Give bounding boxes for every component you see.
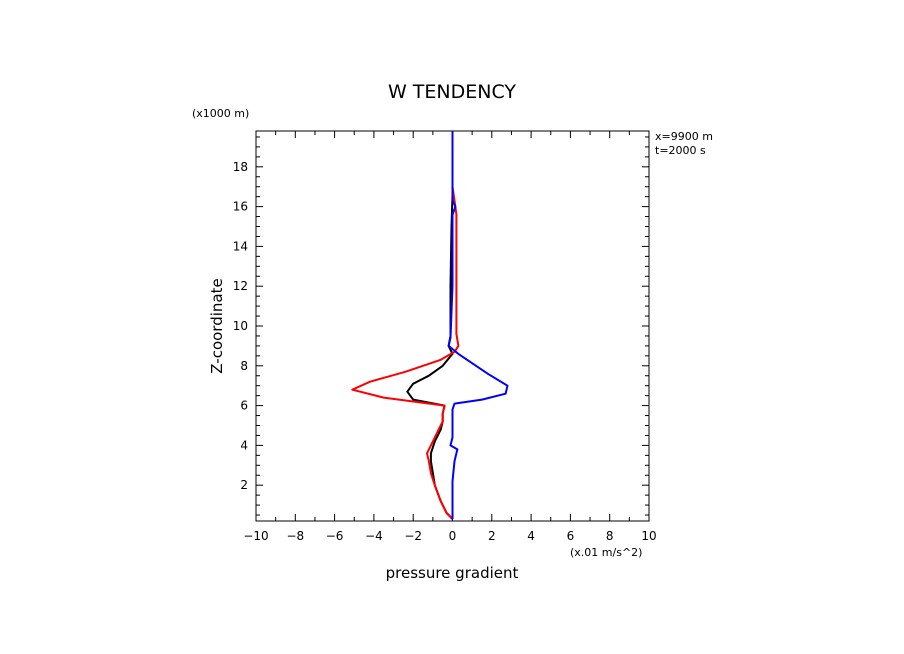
chart-title: W TENDENCY xyxy=(388,81,516,103)
series-line-1 xyxy=(406,131,454,520)
x-tick-label: 6 xyxy=(567,529,575,543)
y-tick-label: 2 xyxy=(240,478,248,492)
series-line-3 xyxy=(447,131,509,519)
y-axis-label: Z-coordinate xyxy=(208,278,226,373)
annotation-x: x=9900 m xyxy=(655,130,713,143)
y-tick-label: 8 xyxy=(240,359,248,373)
x-tick-label: 4 xyxy=(527,529,535,543)
y-units-label: (x1000 m) xyxy=(192,107,249,120)
x-tick-label: −8 xyxy=(286,529,304,543)
y-tick-label: 14 xyxy=(233,239,248,253)
x-tick-label: −4 xyxy=(365,529,383,543)
x-tick-label: −2 xyxy=(404,529,422,543)
series-group xyxy=(351,131,509,520)
x-tick-label: −6 xyxy=(326,529,344,543)
annotation-t: t=2000 s xyxy=(655,144,706,157)
series-line-2 xyxy=(351,131,460,520)
x-units-label: (x.01 m/s^2) xyxy=(570,546,642,559)
x-axis-label: pressure gradient xyxy=(386,564,519,582)
y-tick-label: 6 xyxy=(240,399,248,413)
y-tick-label: 16 xyxy=(233,200,248,214)
axis-ticks: −10 −8 −6 −4 −2 0 2 4 6 8 10 2 4 6 8 10 12 14 16 18 xyxy=(233,131,657,543)
y-tick-label: 10 xyxy=(233,319,248,333)
x-tick-label: 2 xyxy=(488,529,496,543)
y-tick-label: 18 xyxy=(233,160,248,174)
y-tick-label: 12 xyxy=(233,279,248,293)
x-tick-label: 10 xyxy=(641,529,656,543)
x-tick-label: −10 xyxy=(243,529,268,543)
x-tick-label: 8 xyxy=(606,529,614,543)
x-tick-label: 0 xyxy=(449,529,457,543)
y-tick-label: 4 xyxy=(240,438,248,452)
